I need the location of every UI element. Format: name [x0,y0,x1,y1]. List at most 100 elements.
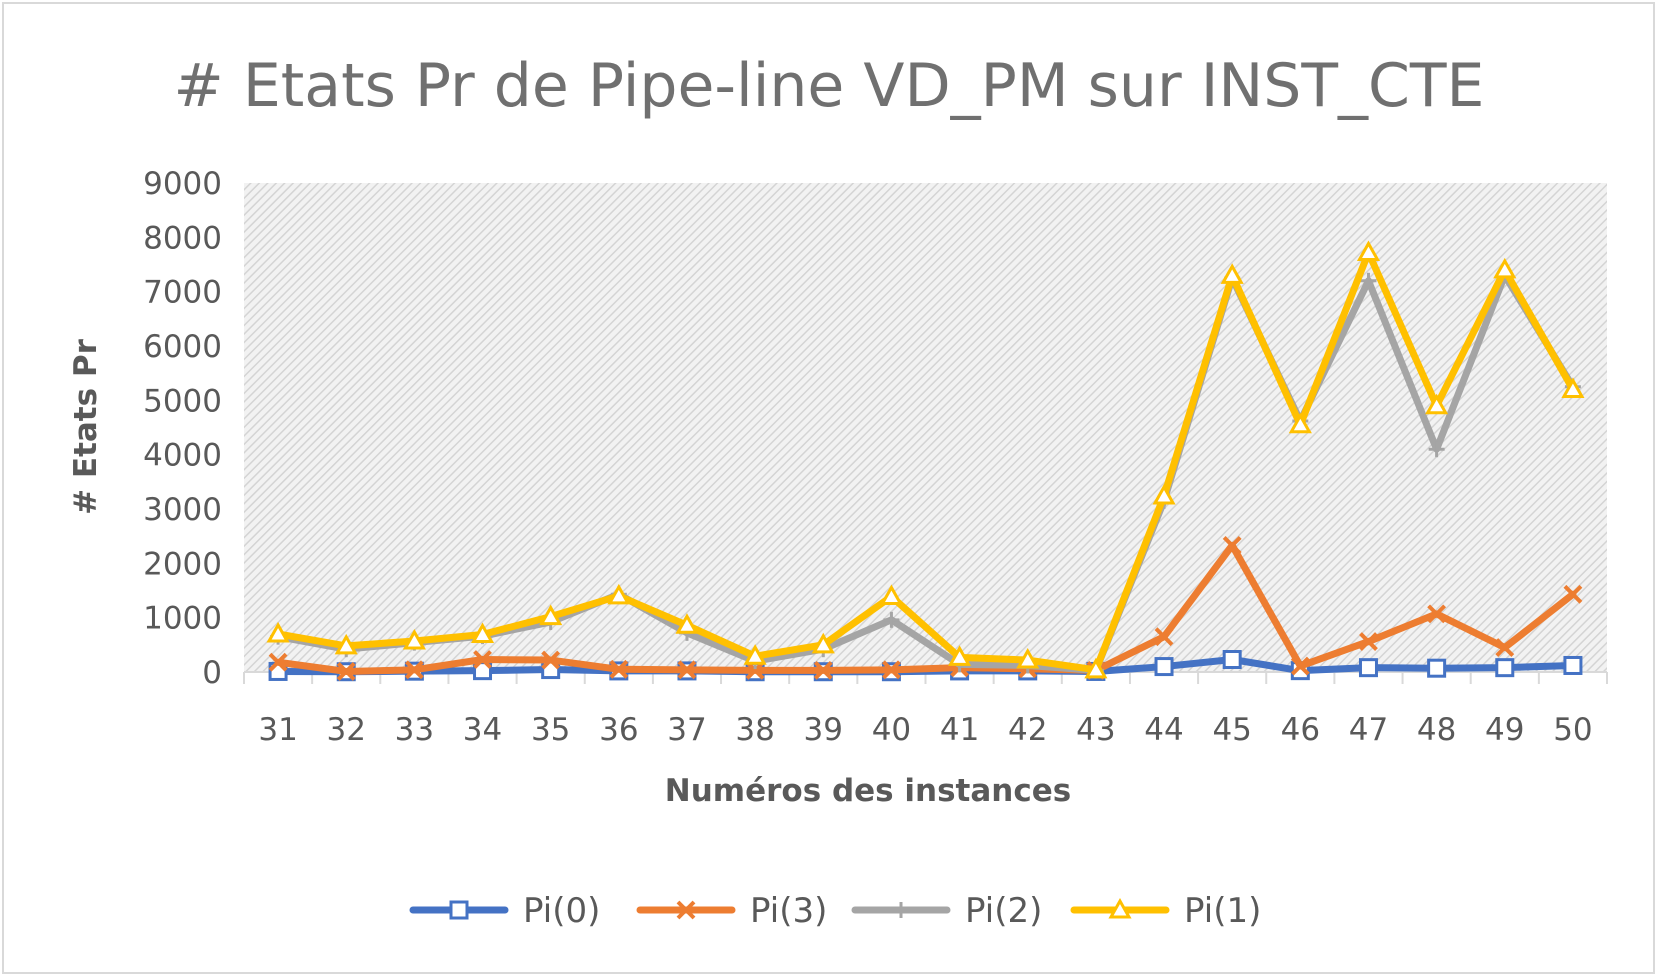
x-tick-label: 49 [1485,712,1524,748]
data-point-pi1 [402,628,426,650]
data-point-pi3 [1222,535,1242,555]
data-point-pi3 [1495,638,1515,657]
plot-area [244,183,1607,672]
data-point-pi3 [541,650,561,670]
x-tick-label: 50 [1553,712,1592,748]
chart-title: # Etats Pr de Pipe-line VD_PM sur INST_C… [174,51,1485,121]
x-tick-label: 44 [1144,712,1183,748]
series-layer [266,240,1585,682]
x-tick-label: 48 [1417,712,1456,748]
data-point-pi1 [607,583,631,605]
data-point-pi1 [948,645,972,666]
data-point-pi1 [1425,393,1449,415]
y-tick-label: 0 [202,655,222,691]
series-pi1 [266,240,1585,679]
legend-marker [1108,897,1132,919]
data-point-pi0 [1563,655,1583,675]
legend-label: Pi(2) [965,891,1042,931]
data-point-pi2 [1360,272,1377,289]
data-point-pi0 [1495,658,1515,678]
data-point-pi3 [473,650,492,669]
legend-marker [893,902,909,918]
data-point-pi1 [1152,483,1176,505]
data-point-pi3 [336,662,356,681]
data-point-pi1 [1288,412,1312,434]
data-point-pi3 [882,660,901,680]
data-point-pi3 [745,660,765,680]
data-point-pi0 [1427,658,1447,678]
y-axis-title: # Etats Pr [68,338,104,514]
data-point-pi3 [1563,584,1583,604]
x-tick-label: 31 [258,712,297,748]
legend-label: Pi(1) [1184,891,1261,931]
data-point-pi0 [1222,650,1242,670]
x-tick-label: 45 [1212,712,1251,748]
y-tick-label: 5000 [143,383,222,419]
data-point-pi3 [268,652,288,672]
legend-item-pi0: Pi(0) [409,891,600,931]
data-point-pi2 [1428,441,1445,458]
data-point-pi1 [1016,647,1040,669]
x-tick-label: 37 [667,712,706,748]
x-tick-label: 36 [599,712,638,748]
data-point-pi1 [1356,240,1381,262]
x-tick-label: 40 [872,712,911,748]
data-point-pi3 [609,659,629,679]
x-tick-label: 43 [1076,712,1115,748]
legend-item-pi3: Pi(3) [636,891,827,931]
legend-item-pi2: Pi(2) [851,891,1042,931]
data-point-pi1 [334,633,358,655]
y-tick-label: 7000 [143,275,222,311]
data-point-pi3 [1154,627,1174,647]
y-tick-label: 9000 [143,166,222,202]
x-tick-label: 38 [735,712,774,748]
legend-item-pi1: Pi(1) [1070,891,1261,931]
data-point-pi3 [404,660,424,680]
data-point-pi2 [883,611,900,628]
x-axis: 31 32 33 34 35 36 37 38 39 40 41 42 43 44 45 46 47 48 49 50 [258,712,1592,748]
data-point-pi1 [1561,377,1585,398]
y-tick-label: 3000 [143,492,222,528]
x-tick-label: 46 [1281,712,1320,748]
y-tick-label: 2000 [143,546,222,582]
data-point-pi3 [677,660,697,680]
x-tick-label: 33 [395,712,434,748]
data-point-pi3 [1359,632,1378,651]
data-point-pi1 [675,613,699,634]
legend: Pi(0) Pi(3) Pi(2) Pi(1) [409,891,1261,931]
data-point-pi3 [1290,656,1310,676]
x-tick-label: 35 [531,712,570,748]
legend-marker [676,900,696,920]
data-point-pi1 [470,622,495,644]
data-point-pi3 [813,660,833,680]
data-point-pi1 [1084,657,1108,679]
y-axis: 0 1000 2000 3000 4000 5000 6000 7000 8000 9000 [143,166,222,691]
data-point-pi1 [743,644,767,665]
legend-label: Pi(0) [523,891,600,931]
y-tick-label: 4000 [143,438,222,474]
series-line-pi1 [274,249,1577,674]
x-tick-label: 41 [940,712,979,748]
data-point-pi1 [539,604,563,626]
x-tick-label: 47 [1349,712,1388,748]
series-pi3 [268,535,1583,681]
data-point-pi0 [1154,657,1174,677]
x-tick-label: 39 [804,712,843,748]
legend-label: Pi(3) [750,891,827,931]
data-point-pi0 [1358,658,1378,678]
legend-marker [449,900,469,920]
y-tick-label: 6000 [143,329,222,365]
data-point-pi1 [266,621,290,643]
data-point-pi1 [811,632,835,654]
y-tick-label: 1000 [143,601,222,637]
data-point-pi1 [1493,257,1517,279]
x-tick-label: 34 [463,712,502,748]
x-tick-label: 32 [326,712,365,748]
data-point-pi1 [879,584,903,605]
x-axis-title: Numéros des instances [665,773,1071,809]
series-line-pi3 [274,541,1577,675]
data-point-pi1 [1220,263,1244,284]
data-point-pi3 [1427,604,1447,624]
y-tick-label: 8000 [143,220,222,256]
